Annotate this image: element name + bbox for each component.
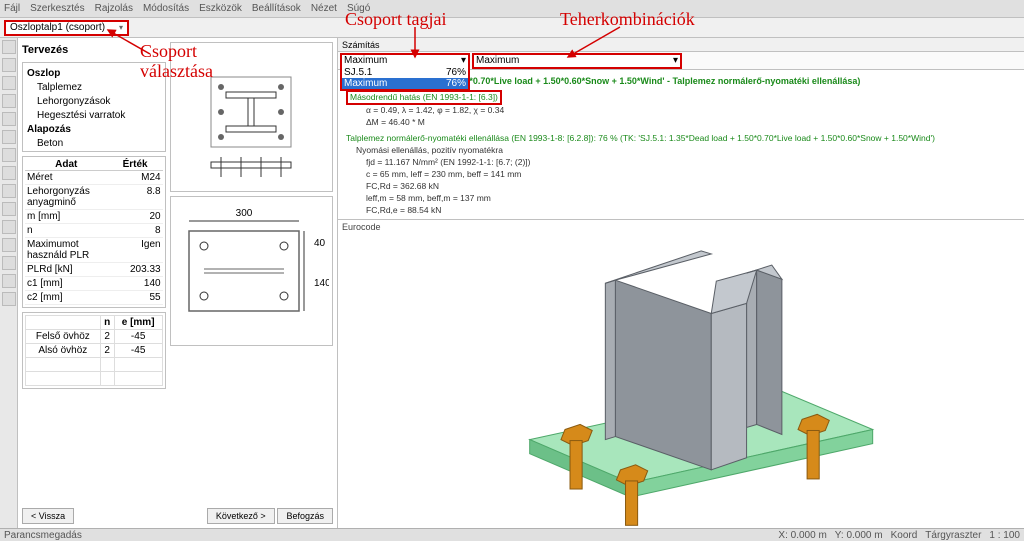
status-y: Y: 0.000 m [835,530,883,541]
left-toolbar [0,38,18,528]
status-snap[interactable]: Tárgyraszter [925,530,981,541]
menu-fajl[interactable]: Fájl [4,3,20,14]
data-row[interactable]: MéretM24 [25,171,163,185]
tool-icon[interactable] [2,238,16,252]
results-area: Számítás Maximum ▾ SJ.5.176% Maximum76% … [338,38,1024,528]
gm-option[interactable]: SJ.5.176% [342,67,468,78]
ertek-header: Érték [108,159,163,170]
result-section: Talplemez normálerő-nyomatéki ellenállás… [346,133,1016,145]
tree-node[interactable]: Alapozás [27,123,161,137]
group-select-value: Oszloptalp1 (csoport) [10,22,105,33]
status-coord[interactable]: Koord [891,530,918,541]
result-line: fjd = 11.167 N/mm² (EN 1992-1-1: [6.7; (… [346,157,1016,169]
next-button[interactable]: Következő > [207,508,275,524]
calc-header: Számítás [338,38,1024,52]
data-box: Adat Érték MéretM24 Lehorgonyzás anyagmi… [22,156,166,308]
design-buttons: < Vissza Következő > Befogzás [22,508,333,524]
preview-svg [186,52,316,182]
tool-icon[interactable] [2,148,16,162]
menu-eszk[interactable]: Eszközök [199,3,242,14]
load-combo-value: Maximum [476,55,519,66]
gm-selected: Maximum [344,55,387,66]
result-line: ΔM = 46.40 * M [346,117,1016,129]
data-row[interactable]: PLRd [kN]203.33 [25,263,163,277]
tool-icon[interactable] [2,58,16,72]
tree-node[interactable]: Lehorgonyzások [27,95,161,109]
data-row[interactable]: m [mm]20 [25,210,163,224]
refresh-button[interactable]: Befogzás [277,508,333,524]
gm-dropdown[interactable]: SJ.5.176% Maximum76% [340,67,470,91]
design-panel: Tervezés Oszlop Talplemez Lehorgonyzások… [18,38,338,528]
adat-header: Adat [25,159,108,170]
result-section: Másodrendű hatás (EN 1993-1-1: [6.3]) [346,90,502,106]
tool-icon[interactable] [2,94,16,108]
tree-node[interactable]: Beton [27,137,161,151]
baseplate-3d-svg [338,220,1024,528]
3d-viewport[interactable]: Eurocode [338,220,1024,528]
main-area: Tervezés Oszlop Talplemez Lehorgonyzások… [0,38,1024,528]
status-scale[interactable]: 1 : 100 [989,530,1020,541]
result-line: FC,Rd,e = 88.54 kN [346,205,1016,217]
tool-icon[interactable] [2,76,16,90]
svg-text:140: 140 [314,278,329,289]
back-button[interactable]: < Vissza [22,508,74,524]
tree-node[interactable]: Hegesztési varratok [27,109,161,123]
result-line: α = 0.49, λ = 1.42, φ = 1.82, χ = 0.34 [346,105,1016,117]
tool-icon[interactable] [2,274,16,288]
combo-bar: Maximum ▾ SJ.5.176% Maximum76% Maximum ▾ [338,52,1024,70]
dim-box: 300 40 140 [170,196,333,346]
chevron-down-icon: ▾ [673,55,678,66]
dim-svg: 300 40 140 [174,201,329,341]
group-combo-row: Oszloptalp1 (csoport) ▾ [0,18,1024,38]
tool-icon[interactable] [2,202,16,216]
svg-text:300: 300 [235,208,252,219]
data-row[interactable]: Maximumot használd PLRIgen [25,238,163,263]
viewport-label: Eurocode [342,222,381,232]
menubar: Fájl Szerkesztés Rajzolás Módosítás Eszk… [0,0,1024,18]
tool-icon[interactable] [2,220,16,234]
result-line: c = 65 mm, leff = 230 mm, beff = 141 mm [346,169,1016,181]
tool-icon[interactable] [2,130,16,144]
tool-icon[interactable] [2,292,16,306]
tool-icon[interactable] [2,184,16,198]
result-line: Nyomási ellenállás, pozitív nyomatékra [346,145,1016,157]
svg-text:40: 40 [314,238,326,249]
tree-node[interactable]: Oszlop [27,67,161,81]
load-combos-combo[interactable]: Maximum ▾ [472,53,682,69]
status-x: X: 0.000 m [778,530,826,541]
group-select-combo[interactable]: Oszloptalp1 (csoport) ▾ [4,20,129,36]
chevron-down-icon: ▾ [461,55,466,66]
data-row[interactable]: Lehorgonyzás anyagminő8.8 [25,185,163,210]
menu-rajz[interactable]: Rajzolás [95,3,133,14]
result-line: leff,m = 58 mm, beff,m = 137 mm [346,193,1016,205]
design-title: Tervezés [22,42,166,58]
tree-node[interactable]: Talplemez [27,81,161,95]
result-text: SJ.5.1: 1.35*Dead load + 1.50*0.70*Live … [338,70,1024,220]
data-row[interactable]: c2 [mm]55 [25,291,163,305]
hely-box: ne [mm] Felső övhöz2-45 Alsó övhöz2-45 [22,312,166,389]
menu-mod[interactable]: Módosítás [143,3,189,14]
status-bar: Parancsmegadás X: 0.000 m Y: 0.000 m Koo… [0,528,1024,541]
data-row[interactable]: n8 [25,224,163,238]
data-row[interactable]: c1 [mm]140 [25,277,163,291]
tool-icon[interactable] [2,40,16,54]
design-tree[interactable]: Oszlop Talplemez Lehorgonyzások Hegeszté… [22,62,166,152]
chevron-down-icon: ▾ [119,23,123,32]
menu-nezet[interactable]: Nézet [311,3,337,14]
gm-option[interactable]: Maximum76% [342,78,468,89]
status-left: Parancsmegadás [4,530,82,541]
tool-icon[interactable] [2,166,16,180]
preview-box [170,42,333,192]
tool-icon[interactable] [2,112,16,126]
group-members-combo[interactable]: Maximum ▾ SJ.5.176% Maximum76% [340,53,470,69]
result-line: FC,Rd = 362.68 kN [346,181,1016,193]
tool-icon[interactable] [2,256,16,270]
menu-szerk[interactable]: Szerkesztés [30,3,84,14]
hely-table[interactable]: ne [mm] Felső övhöz2-45 Alsó övhöz2-45 [25,315,163,386]
menu-beall[interactable]: Beállítások [252,3,301,14]
menu-sugo[interactable]: Súgó [347,3,370,14]
